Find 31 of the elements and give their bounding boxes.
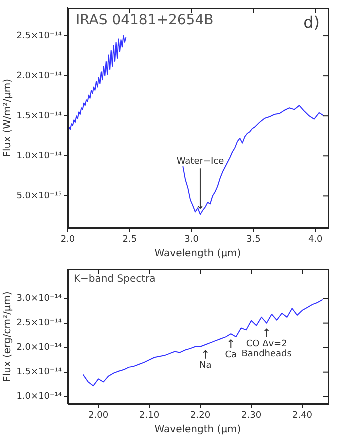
y-axis-title: Flux (W/m²/μm) <box>2 78 14 158</box>
x-tick-label: 2.00 <box>88 410 109 421</box>
x-tick-label: 2.10 <box>140 410 160 421</box>
chart-title: IRAS 04181+2654B <box>76 12 214 29</box>
y-tick-label: 5.0×10⁻¹⁵ <box>16 192 62 202</box>
x-axis-title: Wavelength (μm) <box>154 248 242 260</box>
x-tick-label: 2.20 <box>190 410 211 421</box>
x-axis-title: Wavelength (μm) <box>154 424 242 436</box>
y-tick-label: 3.0×10⁻¹⁴ <box>16 294 62 304</box>
x-tick-label: 4.0 <box>308 234 324 245</box>
y-tick-label: 2.5×10⁻¹⁴ <box>16 31 62 42</box>
y-tick-label: 1.5×10⁻¹⁴ <box>16 111 62 122</box>
x-tick-label: 3.5 <box>246 234 261 245</box>
annotation: d) <box>304 13 320 32</box>
x-tick-label: 2.0 <box>60 234 76 245</box>
annotation: Ca <box>225 350 238 360</box>
y-tick-label: 1.0×10⁻¹⁴ <box>16 151 62 162</box>
annotation: CO Δv=2 Bandheads <box>242 340 292 360</box>
y-axis-title: Flux (erg/cm²/μm) <box>2 292 14 382</box>
x-tick-label: 3.0 <box>184 234 200 245</box>
y-tick-label: 2.5×10⁻¹⁴ <box>16 318 62 329</box>
x-tick-label: 2.5 <box>122 234 138 245</box>
annotation: Water−Ice <box>176 156 225 167</box>
y-tick-label: 2.0×10⁻¹⁴ <box>16 71 62 82</box>
y-tick-label: 1.5×10⁻¹⁴ <box>16 368 62 378</box>
annotation: Na <box>200 361 212 372</box>
y-tick-label: 1.0×10⁻¹⁴ <box>16 392 62 402</box>
x-tick-label: 2.30 <box>242 410 262 421</box>
y-tick-label: 2.0×10⁻¹⁴ <box>16 343 62 354</box>
annotation: K−band Spectra <box>74 274 156 285</box>
x-tick-label: 2.40 <box>292 410 313 421</box>
